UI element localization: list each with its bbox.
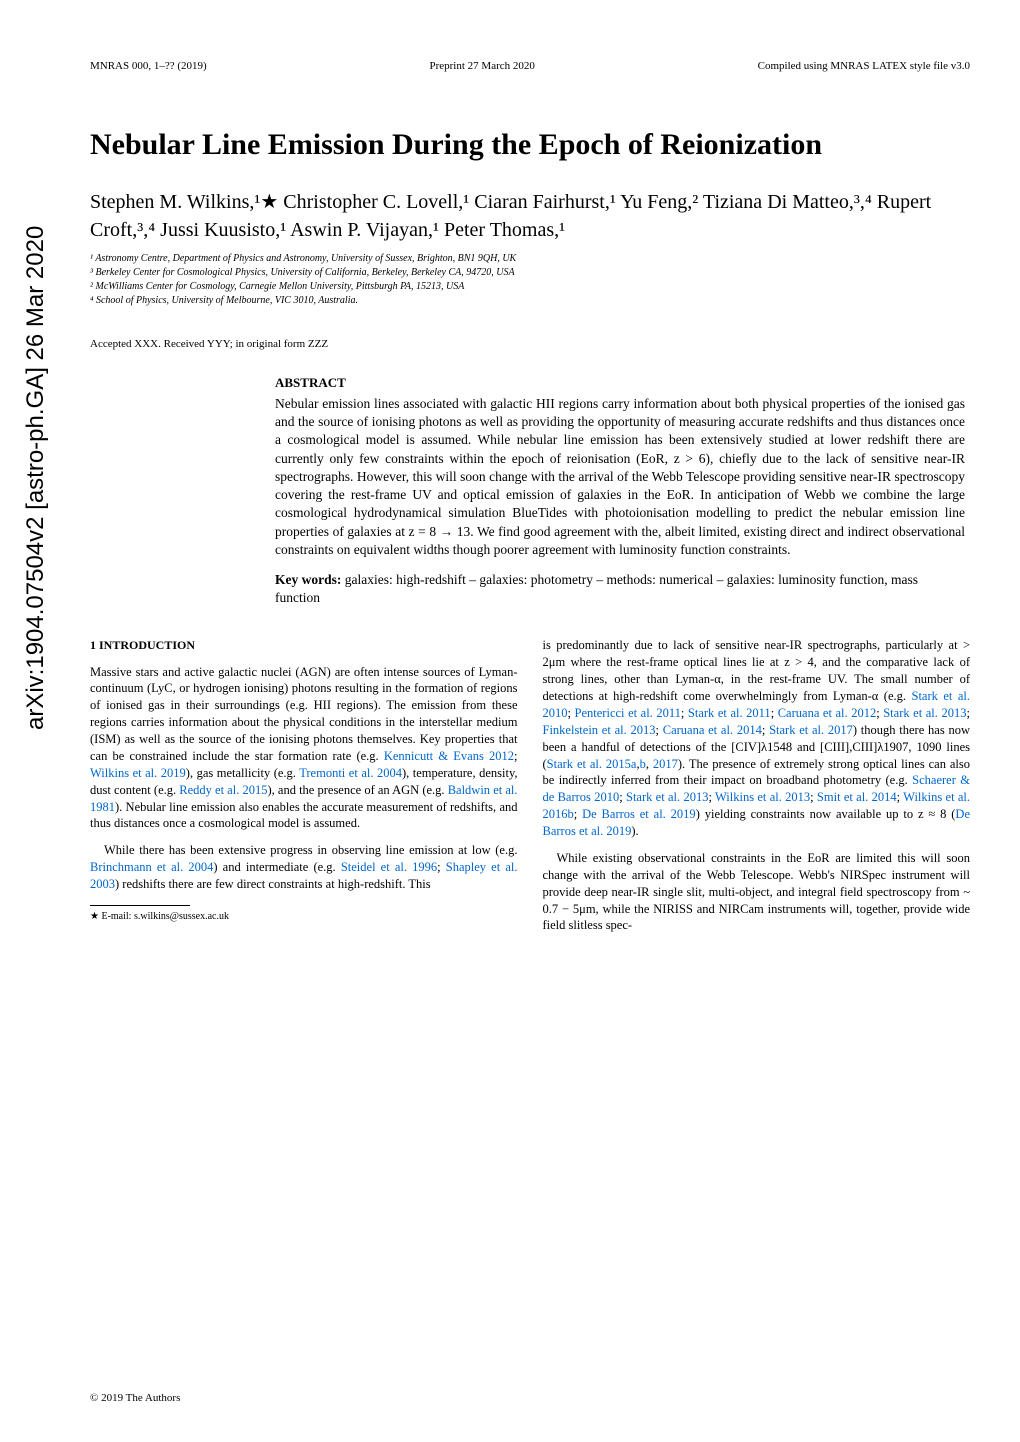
section-heading: 1 INTRODUCTION (90, 637, 518, 653)
paragraph: While existing observational constraints… (543, 850, 971, 934)
citation[interactable]: 2017 (653, 757, 678, 771)
citation[interactable]: Steidel et al. 1996 (341, 860, 437, 874)
text: ; (514, 749, 517, 763)
paragraph: While there has been extensive progress … (90, 842, 518, 893)
text: ; (656, 723, 663, 737)
citation[interactable]: Stark et al. 2011 (688, 706, 771, 720)
citation[interactable]: Smit et al. 2014 (817, 790, 897, 804)
header-left: MNRAS 000, 1–?? (2019) (90, 60, 207, 72)
text: ; (568, 706, 575, 720)
footnote-separator (90, 905, 190, 906)
paper-title: Nebular Line Emission During the Epoch o… (90, 127, 970, 163)
abstract-block: ABSTRACT Nebular emission lines associat… (275, 375, 965, 607)
citation[interactable]: De Barros et al. 2019 (582, 807, 696, 821)
accepted-line: Accepted XXX. Received YYY; in original … (90, 338, 970, 350)
citation[interactable]: Finkelstein et al. 2013 (543, 723, 656, 737)
keywords-label: Key words: (275, 572, 341, 587)
text: While there has been extensive progress … (104, 843, 518, 857)
text: ; (619, 790, 626, 804)
body-columns: 1 INTRODUCTION Massive stars and active … (90, 637, 970, 944)
text: ) redshifts there are few direct constra… (115, 877, 431, 891)
citation[interactable]: Brinchmann et al. 2004 (90, 860, 213, 874)
text: , (646, 757, 653, 771)
affiliation: ³ Berkeley Center for Cosmological Physi… (90, 266, 970, 280)
footnote: ★ E-mail: s.wilkins@sussex.ac.uk (90, 910, 518, 924)
text: is predominantly due to lack of sensitiv… (543, 638, 971, 703)
citation[interactable]: Stark et al. 2013 (626, 790, 708, 804)
abstract-heading: ABSTRACT (275, 375, 965, 391)
citation[interactable]: Wilkins et al. 2019 (90, 766, 186, 780)
paragraph: Massive stars and active galactic nuclei… (90, 664, 518, 833)
affiliation: ¹ Astronomy Centre, Department of Physic… (90, 252, 970, 266)
text: ), and the presence of an AGN (e.g. (267, 783, 447, 797)
text: ; (966, 706, 969, 720)
header-line: MNRAS 000, 1–?? (2019) Preprint 27 March… (90, 60, 970, 72)
affiliations: ¹ Astronomy Centre, Department of Physic… (90, 252, 970, 308)
copyright: © 2019 The Authors (90, 1392, 180, 1404)
citation[interactable]: Wilkins et al. 2013 (715, 790, 810, 804)
affiliation: ² McWilliams Center for Cosmology, Carne… (90, 280, 970, 294)
text: ), gas metallicity (e.g. (186, 766, 299, 780)
left-column: 1 INTRODUCTION Massive stars and active … (90, 637, 518, 944)
citation[interactable]: Stark et al. 2017 (769, 723, 853, 737)
right-column: is predominantly due to lack of sensitiv… (543, 637, 971, 944)
text: ; (810, 790, 817, 804)
text: ). (631, 824, 638, 838)
text: ; (437, 860, 446, 874)
citation[interactable]: Tremonti et al. 2004 (299, 766, 402, 780)
keywords: Key words: galaxies: high-redshift – gal… (275, 571, 965, 607)
text: ). Nebular line emission also enables th… (90, 800, 518, 831)
citation[interactable]: Reddy et al. 2015 (179, 783, 267, 797)
abstract-text: Nebular emission lines associated with g… (275, 395, 965, 559)
arxiv-identifier: arXiv:1904.07504v2 [astro-ph.GA] 26 Mar … (22, 226, 50, 730)
page-content: MNRAS 000, 1–?? (2019) Preprint 27 March… (90, 60, 970, 944)
text: ; (681, 706, 688, 720)
citation[interactable]: Pentericci et al. 2011 (575, 706, 681, 720)
text: ; (574, 807, 582, 821)
text: ; (771, 706, 778, 720)
header-center: Preprint 27 March 2020 (429, 60, 534, 72)
citation[interactable]: Caruana et al. 2012 (778, 706, 876, 720)
citation[interactable]: Stark et al. 2013 (883, 706, 966, 720)
text: ) yielding constraints now available up … (696, 807, 956, 821)
footnote-marker: ★ (90, 911, 99, 922)
citation[interactable]: Kennicutt & Evans 2012 (384, 749, 514, 763)
citation[interactable]: Caruana et al. 2014 (663, 723, 762, 737)
text: ; (762, 723, 769, 737)
affiliation: ⁴ School of Physics, University of Melbo… (90, 294, 970, 308)
paragraph: is predominantly due to lack of sensitiv… (543, 637, 971, 840)
author-list: Stephen M. Wilkins,¹★ Christopher C. Lov… (90, 188, 970, 244)
keywords-text: galaxies: high-redshift – galaxies: phot… (275, 572, 918, 605)
footnote-text: E-mail: s.wilkins@sussex.ac.uk (101, 911, 229, 922)
header-right: Compiled using MNRAS LATEX style file v3… (758, 60, 970, 72)
citation[interactable]: Stark et al. 2015a (547, 757, 637, 771)
text: ) and intermediate (e.g. (213, 860, 340, 874)
